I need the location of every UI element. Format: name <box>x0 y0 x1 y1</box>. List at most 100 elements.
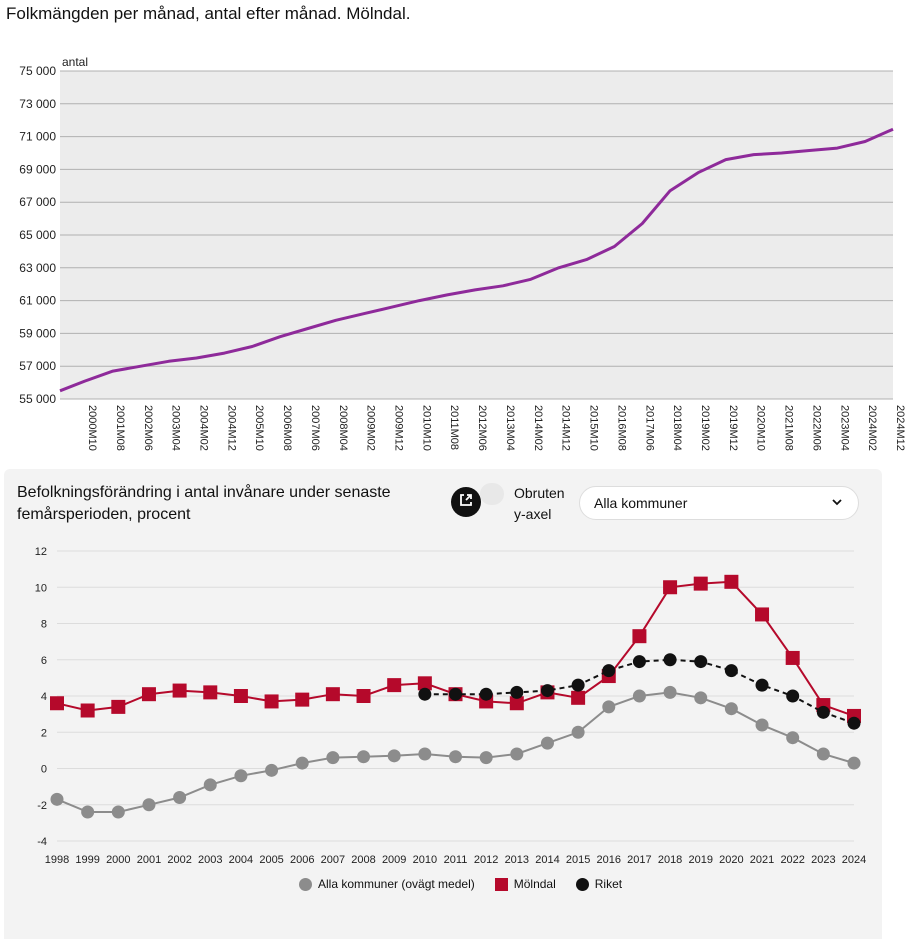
x-tick-label: 2007 <box>321 854 345 866</box>
data-point <box>786 689 800 703</box>
y-tick-label: 55 000 <box>19 392 56 406</box>
y-tick-label: 73 000 <box>19 97 56 111</box>
data-point <box>694 655 708 669</box>
data-point <box>418 687 432 701</box>
x-tick-label: 2005M10 <box>253 405 265 451</box>
data-point <box>111 805 125 819</box>
data-point <box>417 676 432 691</box>
x-tick-label: 2010M10 <box>420 405 432 451</box>
data-point <box>479 687 493 701</box>
data-point <box>325 687 340 702</box>
y-tick-label: 75 000 <box>19 64 56 78</box>
x-tick-label: 2019M02 <box>699 405 711 451</box>
x-tick-label: 2020 <box>719 854 743 866</box>
data-point <box>663 653 677 667</box>
x-tick-label: 2020M10 <box>755 405 767 451</box>
x-tick-label: 2009M12 <box>393 405 405 451</box>
legend-item-riket[interactable]: Riket <box>575 877 623 891</box>
data-point <box>141 687 156 702</box>
data-point <box>724 702 738 716</box>
data-point <box>510 747 524 761</box>
x-tick-label: 2011M08 <box>448 405 460 450</box>
data-point <box>173 791 187 804</box>
y-tick-label: 0 <box>41 764 47 776</box>
data-point <box>80 703 95 718</box>
data-point <box>724 664 738 678</box>
external-link-button[interactable] <box>451 487 481 517</box>
y-tick-label: 61 000 <box>19 294 56 308</box>
data-point <box>509 696 524 711</box>
series-line <box>59 127 894 393</box>
data-point <box>357 750 371 764</box>
data-point <box>632 629 647 644</box>
x-tick-label: 2009 <box>382 854 406 866</box>
data-point <box>755 607 770 622</box>
data-point <box>847 716 861 730</box>
data-point <box>326 751 340 765</box>
municipality-select[interactable]: Alla kommuner <box>579 486 859 520</box>
x-tick-label: 2003 <box>198 854 222 866</box>
x-tick-label: 2014M02 <box>532 405 544 451</box>
x-tick-label: 2001 <box>137 854 161 866</box>
data-point <box>81 805 95 819</box>
data-point <box>295 756 309 770</box>
data-point <box>755 718 769 732</box>
data-point <box>264 694 279 709</box>
x-tick-label: 1998 <box>45 854 69 866</box>
x-tick-label: 2001M08 <box>114 405 126 451</box>
legend-label: Riket <box>594 877 623 891</box>
data-point <box>203 685 218 700</box>
y-tick-label: 57 000 <box>19 359 56 373</box>
change-panel: Befolkningsförändring i antal invånare u… <box>4 469 882 939</box>
x-tick-label: 2006M08 <box>281 405 293 451</box>
x-tick-label: 2014 <box>535 854 559 866</box>
x-tick-label: 2017 <box>627 854 651 866</box>
data-point <box>387 749 401 763</box>
data-point <box>785 650 800 665</box>
y-tick-label: 63 000 <box>19 261 56 275</box>
broken-axis-toggle[interactable] <box>480 483 504 505</box>
y-tick-label: 10 <box>35 582 47 594</box>
x-tick-label: 2000 <box>106 854 130 866</box>
data-point <box>50 792 64 806</box>
data-point <box>418 747 432 761</box>
data-point <box>203 778 217 792</box>
x-tick-label: 2014M12 <box>560 405 572 451</box>
x-tick-label: 2004 <box>229 854 253 866</box>
y-tick-label: 69 000 <box>19 162 56 176</box>
y-tick-label: 67 000 <box>19 195 56 209</box>
legend-item-molndal[interactable]: Mölndal <box>494 877 556 891</box>
x-tick-label: 2004M12 <box>225 405 237 451</box>
y-tick-label: 59 000 <box>19 326 56 340</box>
data-point <box>602 664 616 678</box>
x-tick-label: 2023M04 <box>838 405 850 451</box>
x-tick-label: 2022 <box>780 854 804 866</box>
x-tick-label: 2008M04 <box>337 405 349 451</box>
data-point <box>816 705 830 719</box>
data-point <box>356 689 371 703</box>
data-point <box>663 685 677 699</box>
x-tick-label: 2003M04 <box>170 405 182 451</box>
y-tick-label: 4 <box>41 691 47 703</box>
data-point <box>295 692 310 707</box>
y-axis-label: antal <box>62 55 88 69</box>
toggle-label: Obruten y-axel <box>514 485 565 522</box>
legend-marker <box>494 877 508 891</box>
x-tick-label: 2016M08 <box>615 405 627 451</box>
x-tick-label: 2005 <box>259 854 283 866</box>
x-tick-label: 2010 <box>413 854 437 866</box>
data-point <box>449 687 462 701</box>
y-tick-label: 12 <box>35 546 47 558</box>
data-point <box>111 699 126 714</box>
legend-item-alla[interactable]: Alla kommuner (ovägt medel) <box>299 877 475 891</box>
x-tick-label: 2012 <box>474 854 498 866</box>
x-tick-label: 2000M10 <box>86 405 98 451</box>
population-line-chart: 55 000 57 000 59 000 61 000 63 000 65 000 67 0… <box>19 55 906 451</box>
y-tick-label: 6 <box>41 655 47 667</box>
data-point <box>755 678 769 692</box>
legend-marker <box>299 877 312 891</box>
x-tick-label: 2024M12 <box>894 405 906 451</box>
data-point <box>602 700 616 714</box>
data-point <box>510 685 524 699</box>
x-tick-label: 2007M06 <box>309 405 321 451</box>
